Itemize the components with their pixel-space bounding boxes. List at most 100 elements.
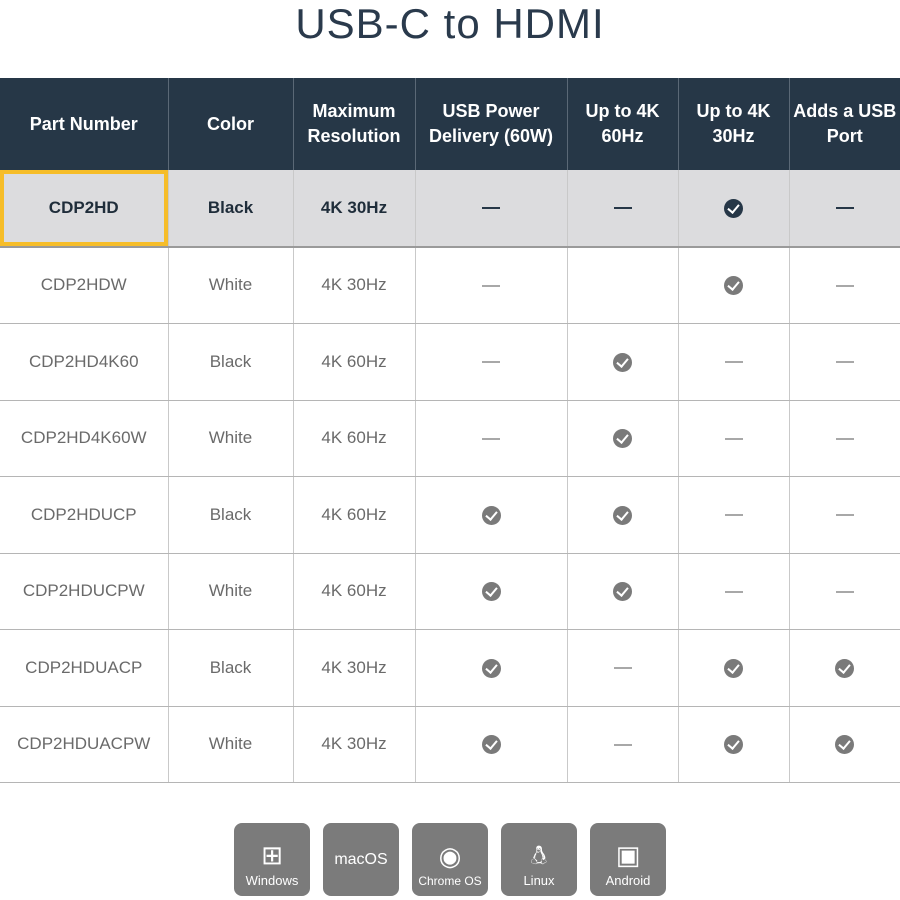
feature-cell [414,323,567,401]
feature-cell [414,553,567,630]
header-part-number: Part Number [0,78,168,170]
feature-cell [677,323,789,401]
feature-cell [788,476,900,554]
check-circle-icon [481,658,501,678]
os-label: Android [605,873,651,888]
dash-icon [613,207,632,210]
windows-icon: ⊞ [261,840,283,870]
header-usb-pd: USB Power Delivery (60W) [414,78,567,170]
dash-icon [482,207,500,210]
check-circle-icon [835,735,855,755]
os-label: Linux [523,873,555,888]
feature-cell [566,400,678,477]
resolution-cell: 4K 30Hz [292,246,415,324]
check-circle-icon [481,582,501,602]
part-number-cell: CDP2HDW [0,246,168,324]
feature-cell [566,629,678,707]
check-circle-icon [724,276,743,296]
feature-cell [414,170,567,248]
color-cell: Black [167,629,293,707]
check-circle-icon [724,735,743,755]
linux-tux-icon: 🐧︎ [530,840,548,870]
header-4k60: Up to 4K 60Hz [566,78,678,170]
color-cell: White [167,706,293,783]
feature-cell [566,246,678,324]
color-cell: White [167,246,293,324]
part-number-cell: CDP2HDUCPW [0,553,168,630]
check-circle-icon [481,505,501,525]
table-row: CDP2HD4K60W White 4K 60Hz [0,400,900,477]
color-cell: Black [167,170,293,248]
feature-cell [566,706,678,783]
part-number-cell: CDP2HDUACPW [0,706,168,783]
check-circle-icon [613,582,632,602]
resolution-cell: 4K 30Hz [292,629,415,707]
feature-cell [566,323,678,401]
chrome-icon: ◉ [438,841,462,871]
dash-icon [724,361,743,364]
feature-cell [788,706,900,783]
os-tile-macos: macOS [323,823,399,896]
check-circle-icon [481,735,501,755]
resolution-cell: 4K 60Hz [292,476,415,554]
dash-icon [613,667,632,670]
table-row: CDP2HDUACPW White 4K 30Hz [0,706,900,783]
feature-cell [414,246,567,324]
dash-icon [482,437,500,440]
feature-cell [414,706,567,783]
part-number-cell: CDP2HDUACP [0,629,168,707]
part-number-cell: CDP2HDUCP [0,476,168,554]
check-circle-icon [724,658,743,678]
dash-icon [724,590,743,593]
feature-cell [788,553,900,630]
feature-cell [788,246,900,324]
feature-cell [788,400,900,477]
check-circle-icon [613,429,632,449]
header-4k30: Up to 4K 30Hz [677,78,789,170]
check-circle-icon [613,352,632,372]
feature-cell [414,476,567,554]
dash-icon [835,207,854,210]
header-color: Color [167,78,293,170]
feature-cell [566,170,678,248]
table-row: CDP2HDUCPW White 4K 60Hz [0,553,900,630]
os-label: macOS [334,850,388,868]
dash-icon [835,590,854,593]
feature-cell [788,170,900,248]
resolution-cell: 4K 30Hz [292,170,415,248]
color-cell: White [167,553,293,630]
os-label: Chrome OS [418,874,482,888]
dash-icon [724,437,743,440]
os-label: Windows [245,873,299,888]
part-number-cell: CDP2HD [0,170,168,248]
table-row: CDP2HD Black 4K 30Hz [0,170,900,248]
table-row: CDP2HD4K60 Black 4K 60Hz [0,323,900,401]
feature-cell [677,170,789,248]
dash-icon [724,514,743,517]
resolution-cell: 4K 60Hz [292,553,415,630]
part-number-cell: CDP2HD4K60W [0,400,168,477]
dash-icon [482,284,500,287]
dash-icon [835,284,854,287]
feature-cell [677,476,789,554]
check-circle-icon [613,505,632,525]
table-row: CDP2HDUACP Black 4K 30Hz [0,629,900,707]
feature-cell [677,553,789,630]
dash-icon [613,743,632,746]
feature-cell [414,400,567,477]
color-cell: Black [167,476,293,554]
dash-icon [482,361,500,364]
header-max-resolution: Maximum Resolution [292,78,415,170]
os-tile-linux: 🐧︎ Linux [501,823,577,896]
android-icon: ▣ [615,840,641,870]
feature-cell [677,246,789,324]
resolution-cell: 4K 60Hz [292,400,415,477]
feature-cell [566,553,678,630]
comparison-table: Part Number Color Maximum Resolution USB… [0,78,900,783]
dash-icon [835,514,854,517]
feature-cell [677,629,789,707]
table-row: CDP2HDUCP Black 4K 60Hz [0,476,900,554]
feature-cell [788,629,900,707]
header-row: Part Number Color Maximum Resolution USB… [0,78,900,170]
os-compatibility: ⊞ Windows macOS ◉ Chrome OS 🐧︎ Linux ▣ A… [234,823,666,896]
